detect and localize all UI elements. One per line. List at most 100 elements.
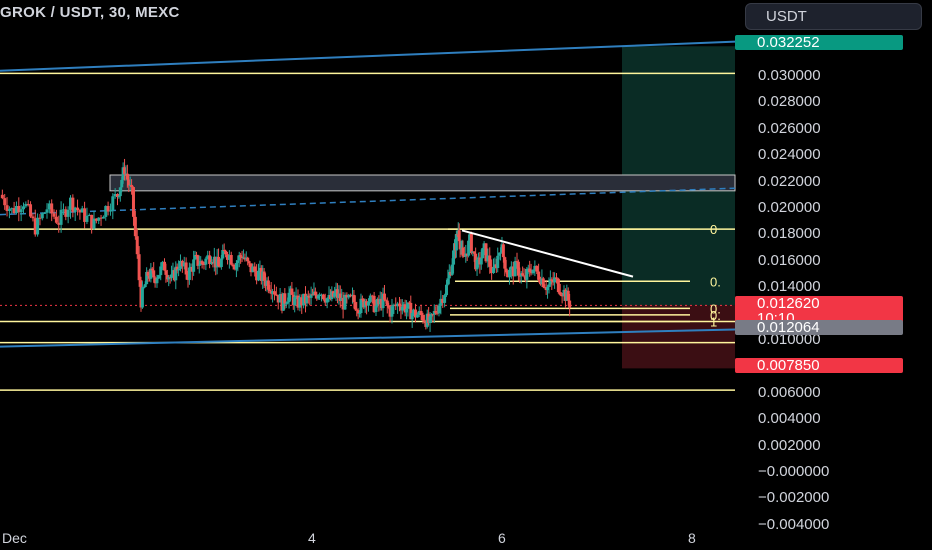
candle-body (224, 250, 228, 255)
candle-body (64, 209, 68, 217)
currency-button[interactable]: USDT (745, 3, 922, 30)
candle-body (106, 206, 110, 212)
candle-body (372, 295, 376, 312)
price-tick: 0.022000 (758, 172, 821, 190)
fib-label: 0 (710, 222, 717, 237)
candle-body (338, 293, 342, 301)
candle-body (355, 309, 359, 311)
candlestick-series (0, 158, 572, 333)
candle-body (200, 261, 204, 265)
candle-body (175, 266, 179, 271)
price-tick: 0.030000 (758, 67, 821, 84)
candle-body (541, 278, 545, 288)
stop-price-badge: 0.007850 (735, 358, 903, 373)
time-tick: Dec (2, 530, 27, 546)
candle-body (153, 277, 157, 284)
candle-body (467, 240, 471, 256)
candle-body (412, 309, 416, 314)
candle-body (511, 266, 515, 277)
candle-body (531, 269, 535, 274)
candle-body (345, 294, 349, 298)
candle-body (469, 233, 473, 254)
candle-body (150, 268, 154, 271)
candle-body (439, 298, 443, 306)
candle-body (316, 295, 320, 299)
candle-body (405, 308, 409, 313)
price-tick: 0.016000 (758, 251, 821, 269)
candle-body (217, 256, 221, 267)
candle-body (475, 259, 479, 270)
candle-body (296, 295, 300, 308)
candle-body (36, 217, 40, 235)
candle-body (19, 209, 23, 213)
candle-body (515, 261, 519, 263)
candle-body (26, 203, 30, 205)
candle-body (143, 284, 147, 288)
time-tick: 6 (498, 530, 506, 546)
candle-body (398, 303, 401, 307)
candle-body (92, 218, 96, 229)
candle-body (123, 167, 127, 175)
candle-body (54, 216, 58, 223)
candle-body (125, 173, 129, 180)
candle-body (319, 294, 323, 296)
candle-body (247, 261, 251, 264)
candle-body (547, 284, 551, 287)
lower-channel-line (0, 328, 736, 348)
candle-body (356, 310, 360, 314)
candle-body (501, 244, 505, 258)
price-tick: 0.028000 (758, 93, 821, 111)
candle-body (97, 217, 101, 221)
candle-body (287, 292, 291, 303)
candle-body (202, 264, 206, 266)
candle-body (262, 271, 266, 281)
candle-body (22, 206, 25, 210)
candle-body (268, 289, 272, 292)
candle-body (206, 255, 210, 259)
candle-body (142, 287, 146, 289)
candle-body (528, 268, 532, 273)
candle-body (227, 255, 231, 260)
candle-body (488, 255, 492, 267)
candle-body (368, 295, 372, 302)
candle-body (305, 295, 309, 304)
candle-body (240, 256, 244, 259)
candle-body (435, 312, 439, 314)
price-tick: 0.002000 (758, 436, 821, 454)
candle-body (323, 299, 327, 303)
candle-body (358, 313, 362, 315)
candle-body (481, 248, 485, 259)
price-tick: 0.024000 (758, 146, 821, 164)
candle-body (116, 194, 119, 198)
candle-body (370, 295, 374, 297)
candle-body (294, 295, 298, 298)
candle-body (381, 293, 385, 309)
candle-body (133, 216, 137, 237)
candle-body (59, 209, 63, 225)
price-tick: 0.020000 (758, 199, 821, 216)
candle-body (522, 275, 526, 277)
candle-body (167, 277, 171, 280)
candle-body (321, 294, 325, 300)
candle-body (163, 261, 166, 271)
candle-body (239, 255, 243, 257)
candle-body (482, 243, 486, 249)
candle-body (429, 314, 433, 317)
candle-body (184, 262, 188, 275)
candle-body (57, 222, 61, 225)
fib-label: 0. (710, 308, 721, 323)
candle-body (556, 278, 560, 293)
candle-body (196, 255, 200, 266)
candle-body (390, 306, 394, 317)
candle-body (31, 216, 35, 219)
candle-body (554, 277, 558, 279)
candle-body (249, 263, 253, 273)
price-tick: −0.002000 (758, 489, 830, 507)
candle-body (131, 187, 135, 217)
candle-body (507, 269, 511, 278)
candle-body (104, 206, 108, 217)
candle-body (118, 187, 122, 197)
candle-body (52, 213, 56, 217)
candle-body (525, 268, 529, 280)
